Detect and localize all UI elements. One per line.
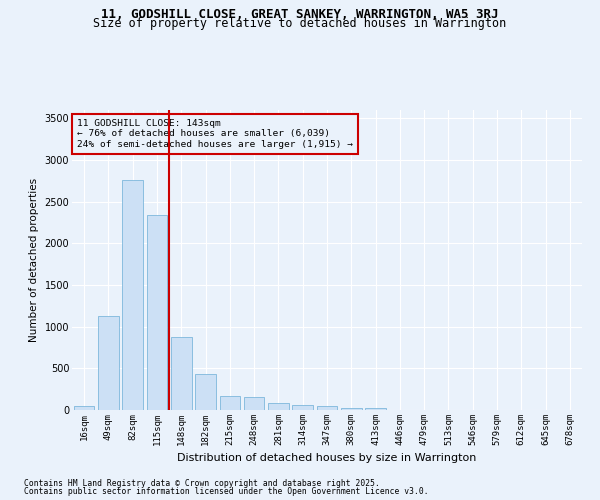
Bar xyxy=(268,404,289,410)
Bar xyxy=(122,180,143,410)
Y-axis label: Number of detached properties: Number of detached properties xyxy=(29,178,39,342)
Text: Contains public sector information licensed under the Open Government Licence v3: Contains public sector information licen… xyxy=(24,487,428,496)
Text: Size of property relative to detached houses in Warrington: Size of property relative to detached ho… xyxy=(94,18,506,30)
Bar xyxy=(195,374,216,410)
Bar xyxy=(365,408,386,410)
Bar xyxy=(146,215,167,410)
Text: Contains HM Land Registry data © Crown copyright and database right 2025.: Contains HM Land Registry data © Crown c… xyxy=(24,478,380,488)
Text: 11, GODSHILL CLOSE, GREAT SANKEY, WARRINGTON, WA5 3RJ: 11, GODSHILL CLOSE, GREAT SANKEY, WARRIN… xyxy=(101,8,499,20)
Bar xyxy=(98,316,119,410)
Bar xyxy=(74,406,94,410)
Bar xyxy=(244,397,265,410)
Text: 11 GODSHILL CLOSE: 143sqm
← 76% of detached houses are smaller (6,039)
24% of se: 11 GODSHILL CLOSE: 143sqm ← 76% of detac… xyxy=(77,119,353,149)
Bar xyxy=(317,406,337,410)
Bar xyxy=(171,336,191,410)
Bar xyxy=(292,406,313,410)
Bar xyxy=(341,408,362,410)
X-axis label: Distribution of detached houses by size in Warrington: Distribution of detached houses by size … xyxy=(178,454,476,464)
Bar xyxy=(220,396,240,410)
